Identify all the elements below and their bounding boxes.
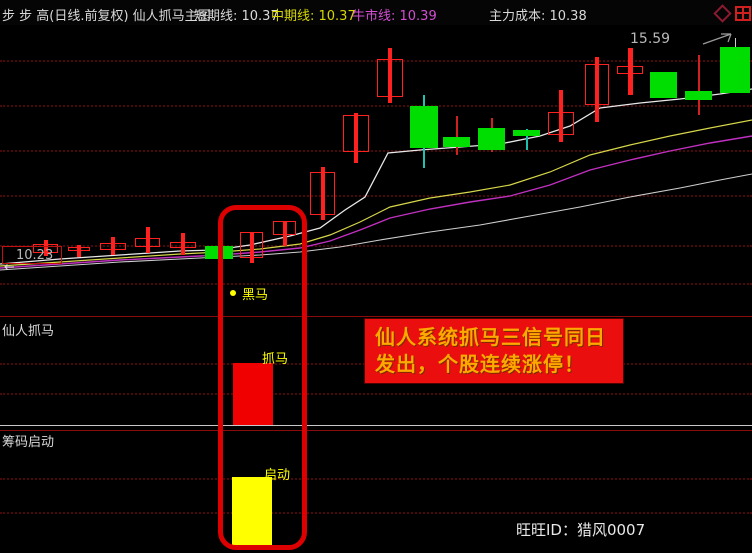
candle: [68, 247, 90, 251]
ma-line-bull-ma-magenta: [0, 135, 752, 269]
candle-wick: [559, 90, 563, 142]
banner-line-1: 仙人系统抓马三信号同日: [375, 325, 606, 349]
candle-wick: [181, 233, 185, 255]
candle: [33, 244, 58, 253]
ma-line-short-ma-white: [0, 88, 752, 265]
gridline: [0, 60, 752, 62]
candle: [343, 115, 369, 152]
main-cost-indicator: 主力成本: 10.38: [489, 9, 587, 24]
candle: [513, 130, 540, 136]
candle: [478, 128, 505, 150]
high-price-arrow: [702, 33, 732, 45]
signal-highlight-rectangle: [218, 205, 307, 550]
candle-wick: [77, 245, 81, 257]
heima-signal-label: 黑马: [242, 288, 269, 303]
gridline: [0, 195, 752, 197]
candle-wick: [320, 167, 325, 220]
candle-wick: [697, 55, 700, 115]
ma-line-mid-ma-yellow: [0, 119, 752, 267]
candle: [170, 242, 196, 248]
candle-wick: [455, 116, 458, 155]
pane-label-zhuama: 仙人抓马: [2, 324, 55, 339]
candle: [548, 112, 574, 135]
candle-wick: [249, 232, 254, 263]
candle-wick: [354, 113, 358, 163]
pane-label-chouma: 筹码启动: [2, 435, 55, 450]
pane-divider-main-zhuama: [0, 316, 752, 317]
gridline: [0, 478, 752, 480]
candle: [240, 232, 263, 258]
ma-line-cost-line-white: [0, 173, 752, 271]
promo-banner: 仙人系统抓马三信号同日 发出，个股连续涨停！: [364, 318, 624, 384]
candle-wick: [595, 57, 599, 122]
candle: [135, 238, 160, 247]
candle: [310, 172, 335, 215]
mid-line-indicator: 中期线: 10.37: [271, 9, 356, 24]
bull-line-indicator: 牛市线: 10.39: [352, 9, 437, 24]
gridline: [0, 150, 752, 152]
candle: [720, 47, 750, 93]
gridline: [0, 245, 752, 247]
gridline: [0, 105, 752, 107]
watermark-id: 旺旺ID：猎风0007: [516, 521, 646, 539]
grid-window-icon[interactable]: [735, 6, 751, 21]
zhuama-signal-label: 抓马: [262, 352, 289, 367]
short-line-indicator: 短期线: 10.37: [194, 9, 279, 24]
title-bar: 步 步 高(日线.前复权) 仙人抓马主图 短期线: 10.37 中期线: 10.…: [0, 0, 752, 25]
candle: [410, 106, 438, 148]
candle: [100, 243, 126, 250]
candle-wick: [282, 221, 287, 246]
gridline: [0, 393, 752, 395]
signal-bar: [232, 477, 272, 549]
signal-bar: [233, 363, 273, 425]
left-price-label: 10.23: [2, 246, 62, 264]
candle-wick: [43, 240, 48, 256]
candle: [443, 137, 470, 147]
candle: [273, 221, 296, 235]
candle: [377, 59, 403, 97]
pane-divider-white: [0, 425, 752, 426]
candle-wick: [111, 237, 115, 255]
candle-wick: [145, 227, 150, 253]
high-price-label: 15.59: [630, 31, 671, 47]
left-arrow-icon: ←: [4, 260, 15, 275]
high-price-arrow: [727, 33, 732, 43]
candle: [685, 91, 712, 100]
banner-line-2: 发出，个股连续涨停！: [375, 352, 585, 376]
pane-divider-zhuama-chouma: [0, 430, 752, 431]
candle: [585, 64, 609, 105]
qidong-signal-label: 启动: [264, 468, 291, 483]
gridline: [0, 283, 752, 285]
candle: [617, 66, 643, 74]
stock-title: 步 步 高(日线.前复权) 仙人抓马主图: [2, 9, 211, 24]
candle: [650, 72, 677, 98]
gridline: [0, 512, 752, 514]
candle-wick: [627, 48, 633, 95]
candle-wick: [388, 48, 392, 103]
heima-dot-icon: [230, 290, 236, 296]
candle-wick: [525, 129, 528, 150]
